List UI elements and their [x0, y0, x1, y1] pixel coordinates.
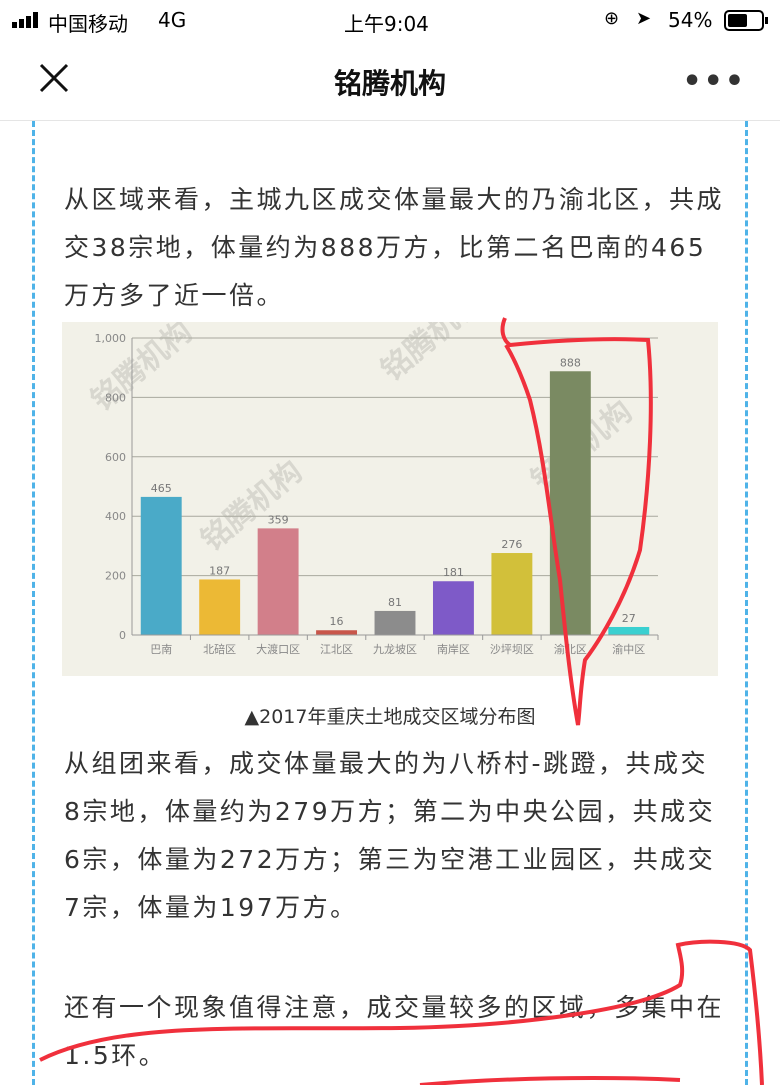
- x-tick-label: 九龙坡区: [373, 643, 417, 656]
- x-tick-label: 南岸区: [437, 643, 470, 656]
- x-tick-label: 大渡口区: [256, 642, 300, 656]
- y-tick-label: 200: [105, 570, 126, 583]
- y-tick-label: 800: [105, 391, 126, 404]
- network: 4G: [158, 8, 187, 32]
- y-tick-label: 400: [105, 510, 126, 523]
- bar-大渡口区: [257, 528, 299, 635]
- bar-沙坪坝区: [491, 553, 533, 635]
- data-label: 465: [151, 482, 172, 495]
- battery-icon: [724, 10, 768, 31]
- page-title: 铭腾机构: [333, 67, 446, 100]
- divider-right: [745, 121, 748, 1085]
- paragraph-2: 从组团来看，成交体量最大的为八桥村-跳蹬，共成交8宗地，体量约为279万方；第二…: [64, 749, 716, 922]
- data-label: 181: [443, 566, 464, 579]
- data-label: 81: [388, 596, 402, 609]
- x-tick-label: 巴南: [150, 643, 172, 656]
- watermark: 铭腾机构: [375, 322, 489, 388]
- bar-chart: 铭腾机构铭腾机构铭腾机构铭腾机构02004006008001,000465巴南1…: [62, 284, 718, 676]
- data-label: 888: [560, 356, 581, 369]
- x-tick-label: 渝中区: [612, 642, 645, 656]
- data-label: 359: [268, 513, 289, 526]
- location-icon: ➤: [636, 8, 652, 29]
- chart-caption: ▲2017年重庆土地成交区域分布图: [244, 706, 536, 728]
- status-bar: 中国移动 4G 上午9:04 ⊕ ➤ 54%: [0, 0, 780, 40]
- y-tick-label: 600: [105, 451, 126, 464]
- y-tick-label: 0: [119, 629, 126, 642]
- time: 上午9:04: [344, 12, 429, 36]
- data-label: 27: [622, 612, 636, 625]
- x-tick-label: 北碚区: [203, 642, 236, 656]
- paragraph-1: 从区域来看，主城九区成交体量最大的乃渝北区，共成交38宗地，体量约为888万方，…: [64, 185, 725, 310]
- close-icon[interactable]: [36, 60, 72, 96]
- bar-江北区: [316, 630, 358, 635]
- data-label: 187: [209, 564, 230, 577]
- bar-渝中区: [608, 626, 650, 635]
- paragraph-3: 还有一个现象值得注意，成交量较多的区域，多集中在1.5环。: [64, 993, 725, 1070]
- bar-巴南: [140, 496, 182, 635]
- x-tick-label: 江北区: [320, 643, 353, 656]
- nav-bar: 铭腾机构 •••: [0, 40, 780, 121]
- battery-percent: 54%: [668, 8, 713, 32]
- more-icon[interactable]: •••: [682, 64, 746, 99]
- rotation-lock-icon: ⊕: [604, 8, 620, 29]
- bar-北碚区: [199, 579, 241, 635]
- data-label: 16: [330, 615, 344, 628]
- bar-渝北区: [549, 371, 591, 635]
- carrier: 中国移动: [48, 12, 128, 36]
- divider-left: [32, 121, 35, 1085]
- y-tick-label: 1,000: [95, 332, 127, 345]
- x-tick-label: 渝北区: [554, 642, 587, 656]
- bar-九龙坡区: [374, 610, 416, 635]
- data-label: 276: [501, 538, 522, 551]
- signal-icon: [12, 12, 38, 28]
- x-tick-label: 沙坪坝区: [490, 642, 534, 656]
- bar-南岸区: [432, 581, 474, 635]
